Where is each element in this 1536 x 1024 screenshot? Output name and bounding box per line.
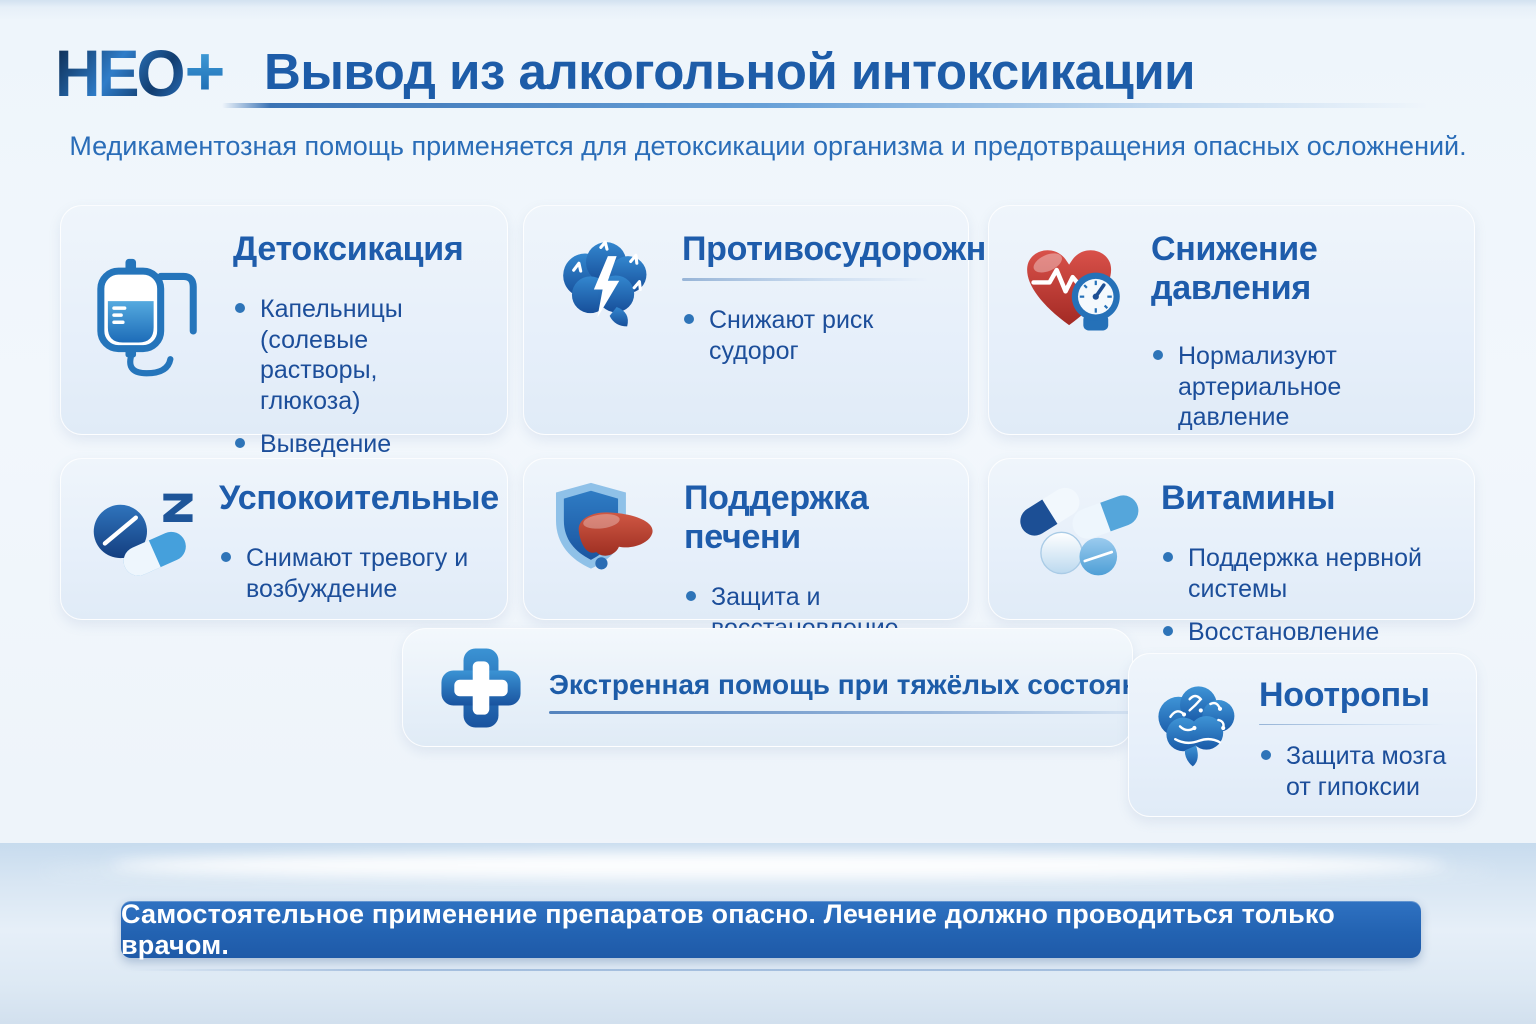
- bullet-item: Поддержка нервной системы: [1161, 543, 1448, 604]
- bullet-list: Снимают тревогу и возбуждение: [219, 543, 481, 604]
- logo-plus-icon: +: [184, 32, 226, 110]
- bullet-item: Снижают риск судорог: [682, 305, 942, 366]
- emergency-banner-title: Экстренная помощь при тяжёлых состояниях: [549, 669, 1188, 700]
- heart-gauge-icon: [1013, 230, 1135, 418]
- card-vitamins: Витамины Поддержка нервной системы Восст…: [988, 458, 1475, 677]
- bullet-list: Нормализуют артериальное давление: [1151, 341, 1448, 433]
- footer-highlight-streak: [110, 852, 1446, 878]
- card-title: Ноотропы: [1259, 676, 1430, 714]
- medical-cross-icon: [435, 642, 527, 734]
- card-title: Детоксикация: [233, 230, 464, 268]
- subtitle: Медикаментозная помощь применяется для д…: [69, 131, 1467, 161]
- card-anticonvulsants: Противосудорожные Снижают риск судорог: [523, 205, 1034, 435]
- bullet-list: Снижают риск судорог: [682, 305, 942, 366]
- bullet-item: Снимают тревогу и возбуждение: [219, 543, 481, 604]
- card-sedatives: Успокоительные Снимают тревогу и возбужд…: [60, 458, 508, 620]
- card-nootropics: Ноотропы Защита мозга от гипоксии: [1128, 653, 1477, 817]
- card-title: Витамины: [1161, 479, 1336, 517]
- top-strip: [0, 0, 1536, 7]
- title-underline: [222, 103, 1427, 108]
- logo-text: НЕО: [55, 37, 186, 111]
- iv-drip-icon: [85, 230, 217, 418]
- brain-icon: [1147, 676, 1249, 802]
- bullet-item: Защита мозга от гипоксии: [1259, 741, 1456, 802]
- card-detox: Детоксикация Капельницы (солевые раствор…: [60, 205, 508, 555]
- logo: НЕО +: [55, 32, 226, 111]
- footer-warning-text: Самостоятельное применение препаратов оп…: [121, 898, 1335, 960]
- pills-z-icon: [85, 479, 203, 603]
- card-blood-pressure: Снижение давления Нормализуют артериальн…: [988, 205, 1475, 435]
- bullet-list: Защита мозга от гипоксии: [1259, 741, 1456, 802]
- bullet-item: Капельницы (солевые растворы, глюкоза): [233, 294, 481, 416]
- page-title: Вывод из алкогольной интоксикации: [264, 43, 1196, 100]
- card-title: Успокоительные: [219, 479, 499, 517]
- shield-liver-icon: [548, 479, 668, 603]
- card-rule: [1259, 724, 1456, 725]
- brain-lightning-icon: [548, 230, 666, 418]
- card-title: Противосудорожные: [682, 230, 1034, 268]
- pills-icon: [1013, 479, 1145, 603]
- footer-thin-line: [130, 969, 1410, 971]
- card-liver-support: Поддержка печени Защита и восстановление…: [523, 458, 969, 672]
- footer-warning-banner: Самостоятельное применение препаратов оп…: [121, 898, 1421, 960]
- emergency-banner: Экстренная помощь при тяжёлых состояниях: [402, 628, 1188, 747]
- bullet-item: Нормализуют артериальное давление: [1151, 341, 1448, 433]
- card-title: Поддержка печени: [684, 479, 869, 556]
- card-title: Снижение давления: [1151, 230, 1318, 307]
- emergency-banner-rule: [549, 711, 1188, 714]
- card-rule: [682, 278, 942, 281]
